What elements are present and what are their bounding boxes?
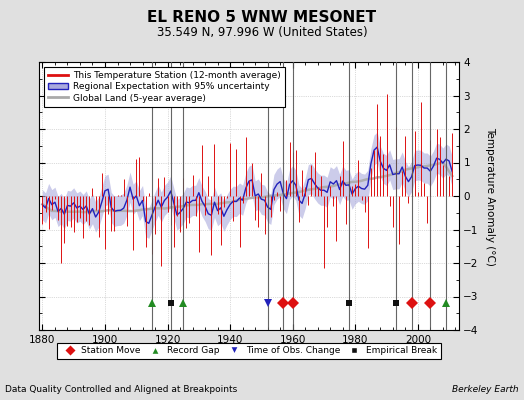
Text: EL RENO 5 WNW MESONET: EL RENO 5 WNW MESONET <box>147 10 377 25</box>
Text: Data Quality Controlled and Aligned at Breakpoints: Data Quality Controlled and Aligned at B… <box>5 385 237 394</box>
Text: Berkeley Earth: Berkeley Earth <box>452 385 519 394</box>
Legend: Station Move, Record Gap, Time of Obs. Change, Empirical Break: Station Move, Record Gap, Time of Obs. C… <box>57 342 441 359</box>
Text: 35.549 N, 97.996 W (United States): 35.549 N, 97.996 W (United States) <box>157 26 367 39</box>
Y-axis label: Temperature Anomaly (°C): Temperature Anomaly (°C) <box>485 126 495 266</box>
Legend: This Temperature Station (12-month average), Regional Expectation with 95% uncer: This Temperature Station (12-month avera… <box>44 66 285 107</box>
